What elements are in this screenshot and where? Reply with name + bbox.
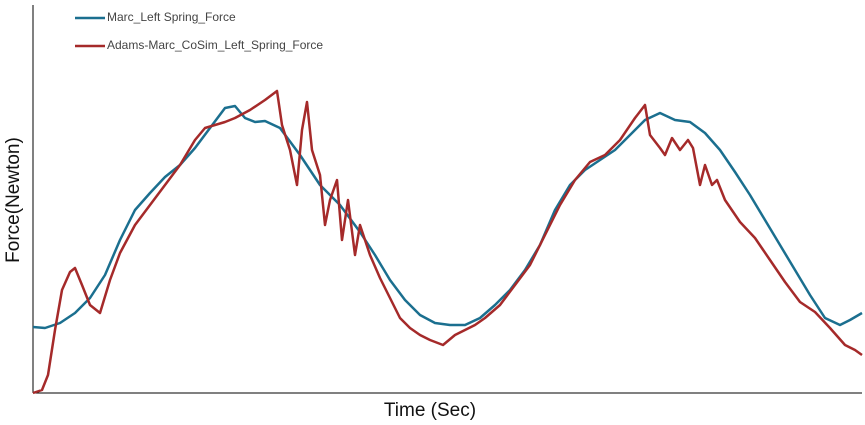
series-line [32,104,863,330]
series-line [32,89,863,395]
y-axis-label: Force(Newton) [3,137,24,263]
x-axis-label: Time (Sec) [384,400,476,421]
legend-text: Marc_Left Spring_Force [107,10,236,24]
legend-text: Adams-Marc_CoSim_Left_Spring_Force [107,38,323,52]
